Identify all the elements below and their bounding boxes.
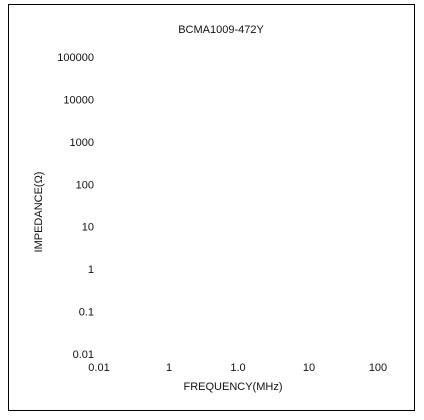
y-tick-label: 1000 <box>70 137 94 149</box>
x-tick-label: 0.01 <box>88 362 109 374</box>
y-tick-label: 10000 <box>63 94 94 106</box>
y-axis-label: IMPEDANCE(Ω) <box>33 172 45 253</box>
y-axis-ticks: 100000 10000 1000 100 10 1 0.1 0.01 <box>57 52 94 361</box>
x-tick-label: 1 <box>166 362 172 374</box>
x-tick-label: 100 <box>369 362 387 374</box>
y-tick-label: 1 <box>88 264 94 276</box>
chart-frame <box>8 4 415 411</box>
y-tick-label: 100 <box>76 179 94 191</box>
y-tick-label: 10 <box>82 222 94 234</box>
y-tick-label: 0.01 <box>73 349 94 361</box>
y-tick-label: 100000 <box>57 52 94 64</box>
chart-title: BCMA1009-472Y <box>178 24 264 36</box>
x-tick-label: 1.0 <box>230 362 245 374</box>
y-tick-label: 0.1 <box>79 307 94 319</box>
x-tick-label: 10 <box>303 362 315 374</box>
x-axis-ticks: 0.01 1 1.0 10 100 <box>88 362 387 374</box>
x-axis-label: FREQUENCY(MHz) <box>184 381 283 393</box>
